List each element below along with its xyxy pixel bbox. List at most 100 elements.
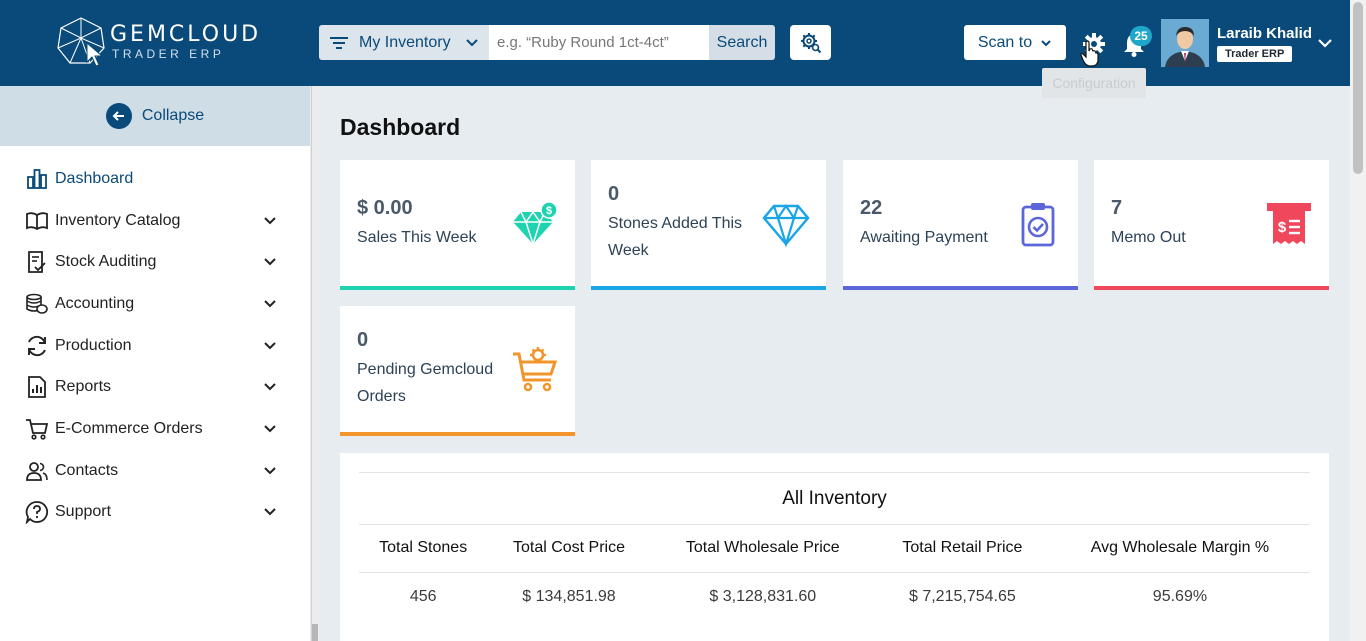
chevron-down-icon <box>264 425 276 433</box>
filter-icon <box>330 36 348 49</box>
card-accent-bar <box>340 432 575 436</box>
audit-checklist-icon <box>28 251 46 274</box>
column-header: Total Stones <box>359 525 488 573</box>
card-value: 0 <box>357 329 369 351</box>
sidebar-item-label: Accounting <box>55 294 135 312</box>
diamond-dollar-icon: $ <box>513 201 558 247</box>
logo-subtitle: TRADER ERP <box>112 47 225 61</box>
table-cell: $ 7,215,754.65 <box>908 588 1016 606</box>
page-scrollbar-thumb[interactable] <box>1353 2 1363 174</box>
table-header-row: Total Stones Total Cost Price Total Whol… <box>359 525 1310 573</box>
chevron-down-icon <box>1041 39 1051 46</box>
card-label: Awaiting Payment <box>860 229 988 246</box>
card-value: 22 <box>860 197 883 219</box>
gem-logo-icon <box>57 17 105 64</box>
card-value: $ 0.00 <box>357 197 413 219</box>
scan-to-label: Scan to <box>977 33 1033 51</box>
clipboard-check-icon <box>1021 203 1055 247</box>
gemcloud-logo[interactable]: GEMCLOUD TRADER ERP <box>56 16 276 70</box>
sidebar-item-reports[interactable]: Reports <box>0 366 310 408</box>
sidebar-item-inventory-catalog[interactable]: Inventory Catalog <box>0 200 310 242</box>
sidebar-item-stock-auditing[interactable]: Stock Auditing <box>0 241 310 283</box>
column-header: Total Cost Price <box>487 525 651 573</box>
logo-title: GEMCLOUD <box>110 22 262 47</box>
sidebar-item-accounting[interactable]: Accounting <box>0 283 310 325</box>
sidebar-item-label: Reports <box>55 378 112 396</box>
table-cell: 95.69% <box>1152 588 1208 606</box>
card-label: Memo Out <box>1111 229 1186 246</box>
table-cell: $ 134,851.98 <box>522 588 616 606</box>
card-label: Pending Gemcloud Orders <box>357 361 494 405</box>
sidebar-item-label: Dashboard <box>55 169 134 187</box>
card-accent-bar <box>1094 286 1329 290</box>
chevron-down-icon <box>264 466 276 475</box>
chevron-down-icon <box>466 38 478 46</box>
card-awaiting-payment[interactable]: 22 Awaiting Payment <box>843 160 1078 290</box>
top-header: GEMCLOUD TRADER ERP My Inventory Search <box>0 0 1350 86</box>
sidebar-item-label: Stock Auditing <box>55 253 157 271</box>
sidebar-item-label: E-Commerce Orders <box>55 419 203 437</box>
book-icon <box>26 211 48 230</box>
search-group: My Inventory Search <box>319 25 775 60</box>
chevron-down-icon <box>264 216 276 224</box>
user-portrait-icon <box>1161 19 1209 67</box>
card-label: Sales This Week <box>357 229 477 246</box>
sidebar-scrollbar[interactable] <box>311 86 318 641</box>
card-pending-gemcloud-orders[interactable]: 0 Pending Gemcloud Orders <box>340 306 575 436</box>
diamond-icon <box>762 204 810 248</box>
svg-text:$: $ <box>1278 219 1287 236</box>
sidebar-item-e-commerce-orders[interactable]: E-Commerce Orders <box>0 408 310 450</box>
sidebar-item-dashboard[interactable]: Dashboard <box>0 158 310 200</box>
support-icon <box>25 501 49 525</box>
sidebar-item-label: Contacts <box>55 461 119 479</box>
card-stones-added[interactable]: 0 Stones Added This Week <box>591 160 826 290</box>
collapse-button[interactable]: Collapse <box>0 86 310 146</box>
user-avatar[interactable] <box>1161 19 1209 67</box>
chevron-down-icon <box>264 258 276 266</box>
sidebar-scrollbar-thumb[interactable] <box>312 624 318 641</box>
search-button[interactable]: Search <box>709 25 775 60</box>
pointer-cursor-icon <box>86 42 104 67</box>
page-scrollbar[interactable] <box>1350 0 1366 641</box>
chevron-down-icon <box>264 508 276 516</box>
collapse-label: Collapse <box>141 107 205 124</box>
inventory-select-label: My Inventory <box>359 33 451 51</box>
inventory-summary-table: Total Stones Total Cost Price Total Whol… <box>359 525 1310 622</box>
receipt-icon: $ <box>1267 203 1311 244</box>
svg-text:$: $ <box>546 205 552 217</box>
sidebar-item-label: Inventory Catalog <box>55 211 181 229</box>
scan-to-button[interactable]: Scan to <box>964 25 1066 60</box>
column-header: Total Retail Price <box>874 525 1050 573</box>
chevron-down-icon <box>264 341 276 350</box>
sync-icon <box>28 335 46 356</box>
all-inventory-title: All Inventory <box>359 472 1310 525</box>
table-cell: 456 <box>409 588 437 606</box>
bar-chart-icon <box>27 168 47 189</box>
card-value: 0 <box>608 183 620 205</box>
column-header: Total Wholesale Price <box>650 525 875 573</box>
sidebar-item-production[interactable]: Production <box>0 325 310 367</box>
table-row: 456 $ 134,851.98 $ 3,128,831.60 $ 7,215,… <box>359 572 1310 622</box>
sidebar-item-contacts[interactable]: Contacts <box>0 450 310 492</box>
card-label: Stones Added This Week <box>608 215 743 259</box>
notification-count-badge[interactable]: 25 <box>1130 26 1152 46</box>
card-sales-this-week[interactable]: $ 0.00 Sales This Week $ <box>340 160 575 290</box>
card-memo-out[interactable]: 7 Memo Out $ <box>1094 160 1329 290</box>
user-menu-chevron-icon[interactable] <box>1316 34 1334 52</box>
table-cell: $ 3,128,831.60 <box>709 588 817 606</box>
column-header: Avg Wholesale Margin % <box>1049 525 1310 573</box>
chevron-down-icon <box>264 383 276 391</box>
sidebar-nav: Dashboard Inventory Catalog Stock Auditi… <box>0 146 310 533</box>
card-accent-bar <box>843 286 1078 290</box>
coins-stack-icon <box>26 293 48 314</box>
advanced-search-config-button[interactable] <box>790 25 831 60</box>
gear-search-icon <box>800 32 821 53</box>
user-name[interactable]: Laraib Khalid <box>1217 25 1313 42</box>
cart-icon <box>26 419 49 440</box>
sidebar-item-support[interactable]: Support <box>0 492 310 534</box>
configuration-tooltip: Configuration <box>1042 68 1146 98</box>
users-icon <box>26 461 48 481</box>
search-input[interactable] <box>489 25 709 60</box>
inventory-select[interactable]: My Inventory <box>319 25 489 60</box>
sidebar-item-label: Support <box>55 503 112 521</box>
